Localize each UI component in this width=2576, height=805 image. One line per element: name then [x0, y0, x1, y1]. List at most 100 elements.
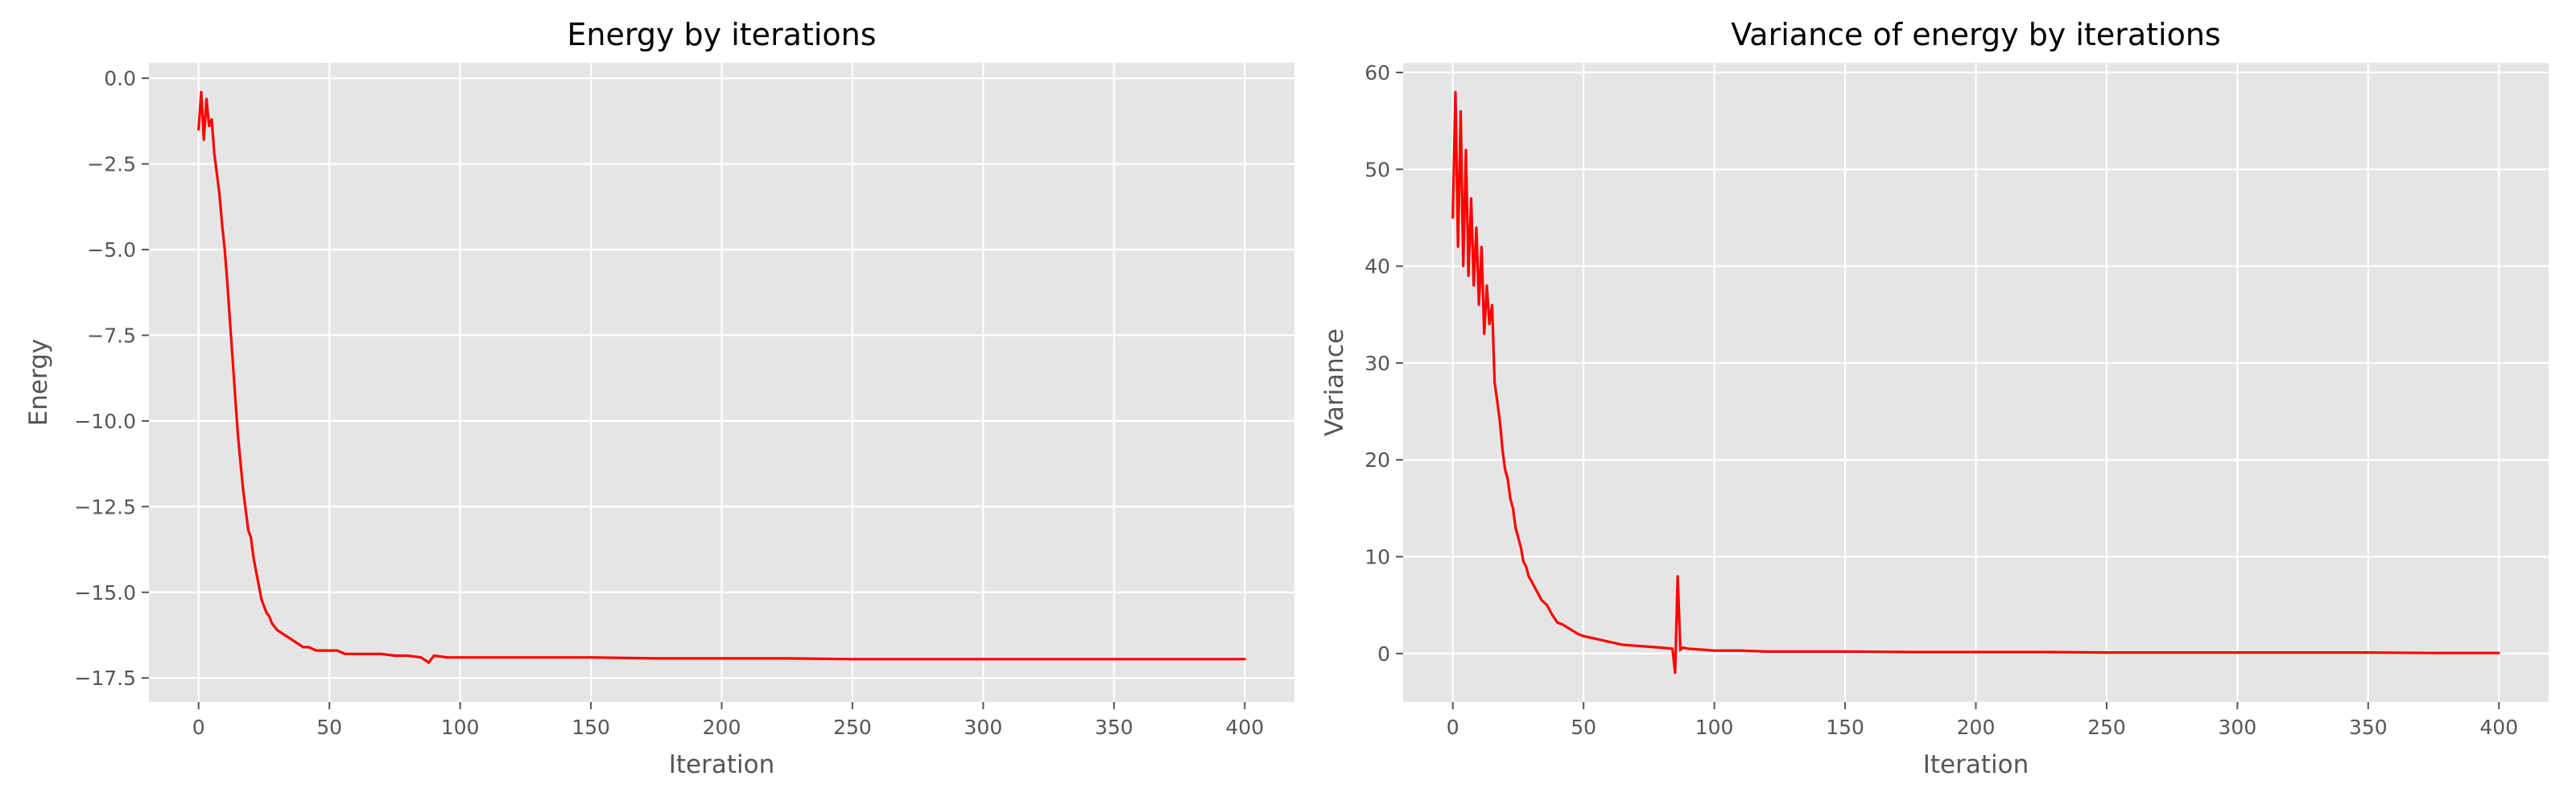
data-point	[296, 642, 299, 645]
data-point	[1512, 507, 1514, 510]
data-point	[1517, 536, 1520, 539]
energy-line	[197, 90, 1246, 665]
data-point	[302, 646, 305, 649]
data-point	[268, 615, 270, 617]
series-line	[1451, 92, 2500, 674]
x-tick-label: 400	[2479, 716, 2518, 739]
data-point	[221, 224, 224, 227]
variance-chart-title: Variance of energy by iterations	[1731, 17, 2220, 52]
data-point	[1464, 148, 1468, 151]
data-point	[786, 657, 789, 660]
data-point	[1671, 647, 1674, 650]
data-point	[262, 605, 266, 608]
data-point	[1739, 649, 1742, 652]
data-point	[485, 656, 488, 659]
data-point	[210, 118, 213, 121]
x-tick-label: 50	[316, 716, 342, 739]
data-point	[1700, 648, 1703, 651]
data-point	[1527, 575, 1530, 577]
data-point	[231, 357, 234, 361]
x-tick-label: 350	[1095, 716, 1133, 739]
data-point	[380, 653, 383, 655]
data-point	[336, 649, 339, 652]
data-point	[564, 656, 566, 659]
data-point	[511, 656, 514, 659]
data-point	[1661, 646, 1664, 649]
data-point	[354, 653, 357, 655]
x-tick-label: 100	[1695, 716, 1734, 739]
data-point	[654, 657, 658, 660]
data-point	[394, 654, 396, 657]
x-tick-label: 0	[192, 716, 205, 739]
y-tick-label: 50	[1364, 158, 1390, 181]
data-point	[589, 656, 592, 659]
x-tick-label: 300	[2219, 716, 2257, 739]
y-tick-label: 0.0	[104, 67, 136, 90]
data-point	[1791, 650, 1794, 653]
variance-line	[1451, 90, 2500, 675]
data-point	[273, 625, 276, 628]
data-point	[1456, 246, 1459, 248]
data-point	[2040, 650, 2043, 654]
x-tick-label: 350	[2349, 716, 2388, 739]
data-point	[1454, 90, 1457, 93]
data-point	[2432, 651, 2435, 654]
data-point	[1676, 575, 1679, 577]
data-point	[200, 90, 203, 93]
data-point	[1504, 468, 1507, 471]
y-tick-label: 60	[1364, 61, 1390, 85]
data-point	[2497, 651, 2500, 654]
data-point	[1577, 633, 1580, 636]
data-point	[1506, 477, 1509, 481]
x-tick-label: 50	[1571, 716, 1596, 739]
data-point	[851, 658, 854, 661]
energy-x-axis-label: Iteration	[669, 750, 775, 779]
data-point	[1674, 671, 1677, 675]
data-point	[427, 661, 430, 664]
data-point	[916, 658, 919, 661]
x-tick-label: 200	[703, 716, 741, 739]
data-point	[213, 152, 216, 155]
data-point	[286, 635, 289, 638]
data-point	[1608, 641, 1612, 643]
data-point	[1540, 599, 1543, 602]
data-point	[252, 556, 255, 559]
data-point	[1493, 381, 1496, 384]
data-point	[1546, 604, 1549, 607]
data-point	[344, 653, 347, 655]
data-point	[1462, 265, 1465, 267]
data-point	[1472, 284, 1476, 287]
data-point	[1483, 332, 1486, 336]
x-tick-label: 150	[1826, 716, 1864, 739]
data-point	[1569, 628, 1572, 631]
data-point	[1480, 246, 1483, 248]
data-point	[2170, 651, 2174, 654]
data-point	[1909, 650, 1912, 654]
data-point	[1556, 621, 1559, 624]
y-tick-label: 20	[1364, 448, 1390, 472]
data-point	[1459, 109, 1462, 113]
data-point	[1561, 623, 1564, 626]
data-point	[419, 656, 423, 659]
data-point	[328, 649, 331, 652]
data-point	[446, 656, 448, 659]
data-point	[1485, 284, 1488, 287]
data-point	[1975, 650, 1977, 654]
data-point	[1713, 649, 1716, 652]
data-point	[1634, 644, 1637, 647]
x-tick-label: 250	[833, 716, 872, 739]
data-point	[275, 629, 279, 631]
data-point	[720, 657, 723, 660]
data-point	[1514, 526, 1517, 529]
data-point	[1525, 565, 1528, 568]
data-point	[260, 597, 263, 601]
energy-grid	[149, 63, 1294, 702]
data-point	[254, 570, 258, 573]
data-point	[2367, 651, 2370, 654]
variance-y-axis-label: Variance	[1320, 328, 1349, 436]
data-point	[1475, 226, 1478, 229]
data-point	[1047, 658, 1050, 661]
y-tick-label: −17.5	[74, 667, 136, 690]
data-point	[237, 433, 239, 436]
